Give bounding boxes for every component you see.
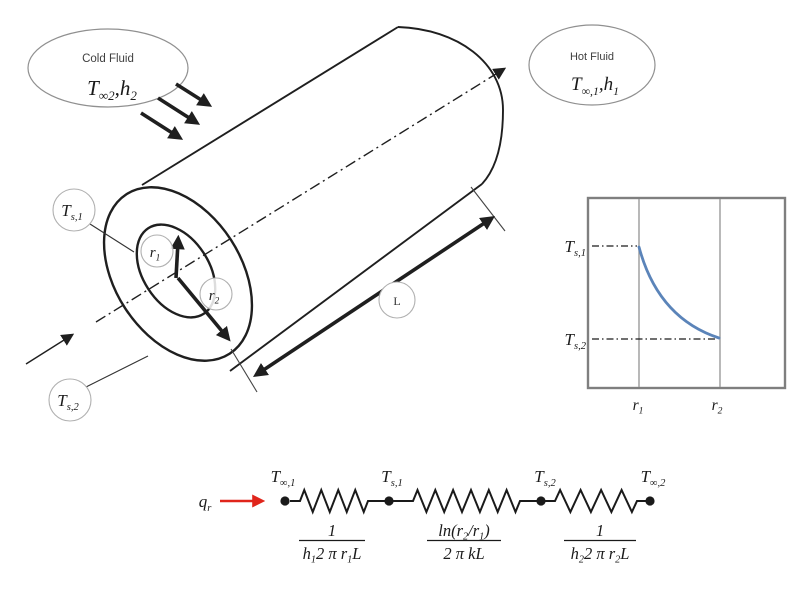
ts2-label: Ts,2 <box>57 391 79 413</box>
heat-rate-label: qr <box>199 492 213 514</box>
r2-label: r2 <box>209 288 220 307</box>
axis-entry-arrow <box>25 333 75 365</box>
res1-denominator: h12 π r1L <box>303 544 362 566</box>
cold-arrow-1 <box>175 82 213 107</box>
ts1-label: Ts,1 <box>61 201 82 223</box>
length-label: L <box>393 294 400 308</box>
length-callout-circle <box>378 281 416 319</box>
axis-centerline-dashdot <box>95 67 507 323</box>
r1-label: r1 <box>150 245 161 264</box>
hot-fluid-ellipse <box>528 24 656 106</box>
res1-numerator: 1 <box>328 521 336 540</box>
inner-radius-arrow <box>170 234 185 279</box>
temperature-profile-graph: Ts,1 Ts,2 r1 r2 <box>565 196 787 417</box>
node-t-s-1 <box>384 496 394 506</box>
length-dimension-arrow <box>253 216 495 377</box>
ts2-callout-circle <box>48 378 92 422</box>
cold-fluid-math-label: T∞2,h2 <box>87 76 137 103</box>
cylinder-end-cap <box>397 26 504 185</box>
cylinder-outer-face-ellipse <box>102 186 254 362</box>
cold-arrow-3 <box>140 111 184 140</box>
graph-frame <box>586 196 787 390</box>
res2-numerator: ln(r2/r1) <box>438 521 489 543</box>
node-label-t-s-2: Ts,2 <box>534 467 556 489</box>
node-t-inf-1 <box>280 496 290 506</box>
graph-ts1-label: Ts,1 <box>565 237 586 259</box>
hot-fluid-callout: Hot Fluid T∞,1,h1 <box>528 24 656 106</box>
cylinder-bore-ellipse <box>135 223 217 319</box>
graph-r1-axis-label: r1 <box>633 397 644 417</box>
cold-fluid-title: Cold Fluid <box>82 53 134 65</box>
circuit-wire-and-resistors <box>290 487 650 515</box>
temperature-curve <box>637 245 721 340</box>
cylinder-bottom-edge <box>229 183 483 372</box>
outer-radius-arrow <box>176 276 231 342</box>
graph-r2-axis-label: r2 <box>712 397 723 417</box>
graph-ts2-label: Ts,2 <box>565 330 587 352</box>
hot-fluid-title: Hot Fluid <box>570 51 614 63</box>
node-t-s-2 <box>536 496 546 506</box>
ts2-leader-line <box>85 355 149 388</box>
node-label-t-s-1: Ts,1 <box>381 467 402 489</box>
cold-fluid-ellipse <box>27 28 189 108</box>
r1-callout-circle <box>140 234 174 268</box>
thermal-resistance-circuit: qr T∞,1 Ts,1 Ts,2 T∞,2 1 h12 π r1L ln(r2… <box>199 467 666 566</box>
ts1-leader-line <box>89 223 135 253</box>
node-label-t-inf-1: T∞,1 <box>271 467 296 489</box>
length-extension-line-right <box>470 186 506 232</box>
cold-convection-arrows <box>140 82 213 140</box>
cold-arrow-2 <box>157 96 201 125</box>
cylinder-labels: Ts,1 Ts,2 r1 r2 L <box>48 188 416 422</box>
cylinder-top-edge <box>141 26 399 186</box>
r2-callout-circle <box>199 277 233 311</box>
cold-fluid-callout: Cold Fluid T∞2,h2 <box>27 28 213 140</box>
length-extension-line-left <box>230 348 258 393</box>
res2-denominator: 2 π kL <box>443 544 484 563</box>
res3-denominator: h22 π r2L <box>571 544 630 566</box>
ts1-callout-circle <box>52 188 96 232</box>
node-label-t-inf-2: T∞,2 <box>641 467 667 489</box>
node-t-inf-2 <box>645 496 655 506</box>
hot-fluid-math-label: T∞,1,h1 <box>571 74 619 98</box>
res3-numerator: 1 <box>596 521 604 540</box>
